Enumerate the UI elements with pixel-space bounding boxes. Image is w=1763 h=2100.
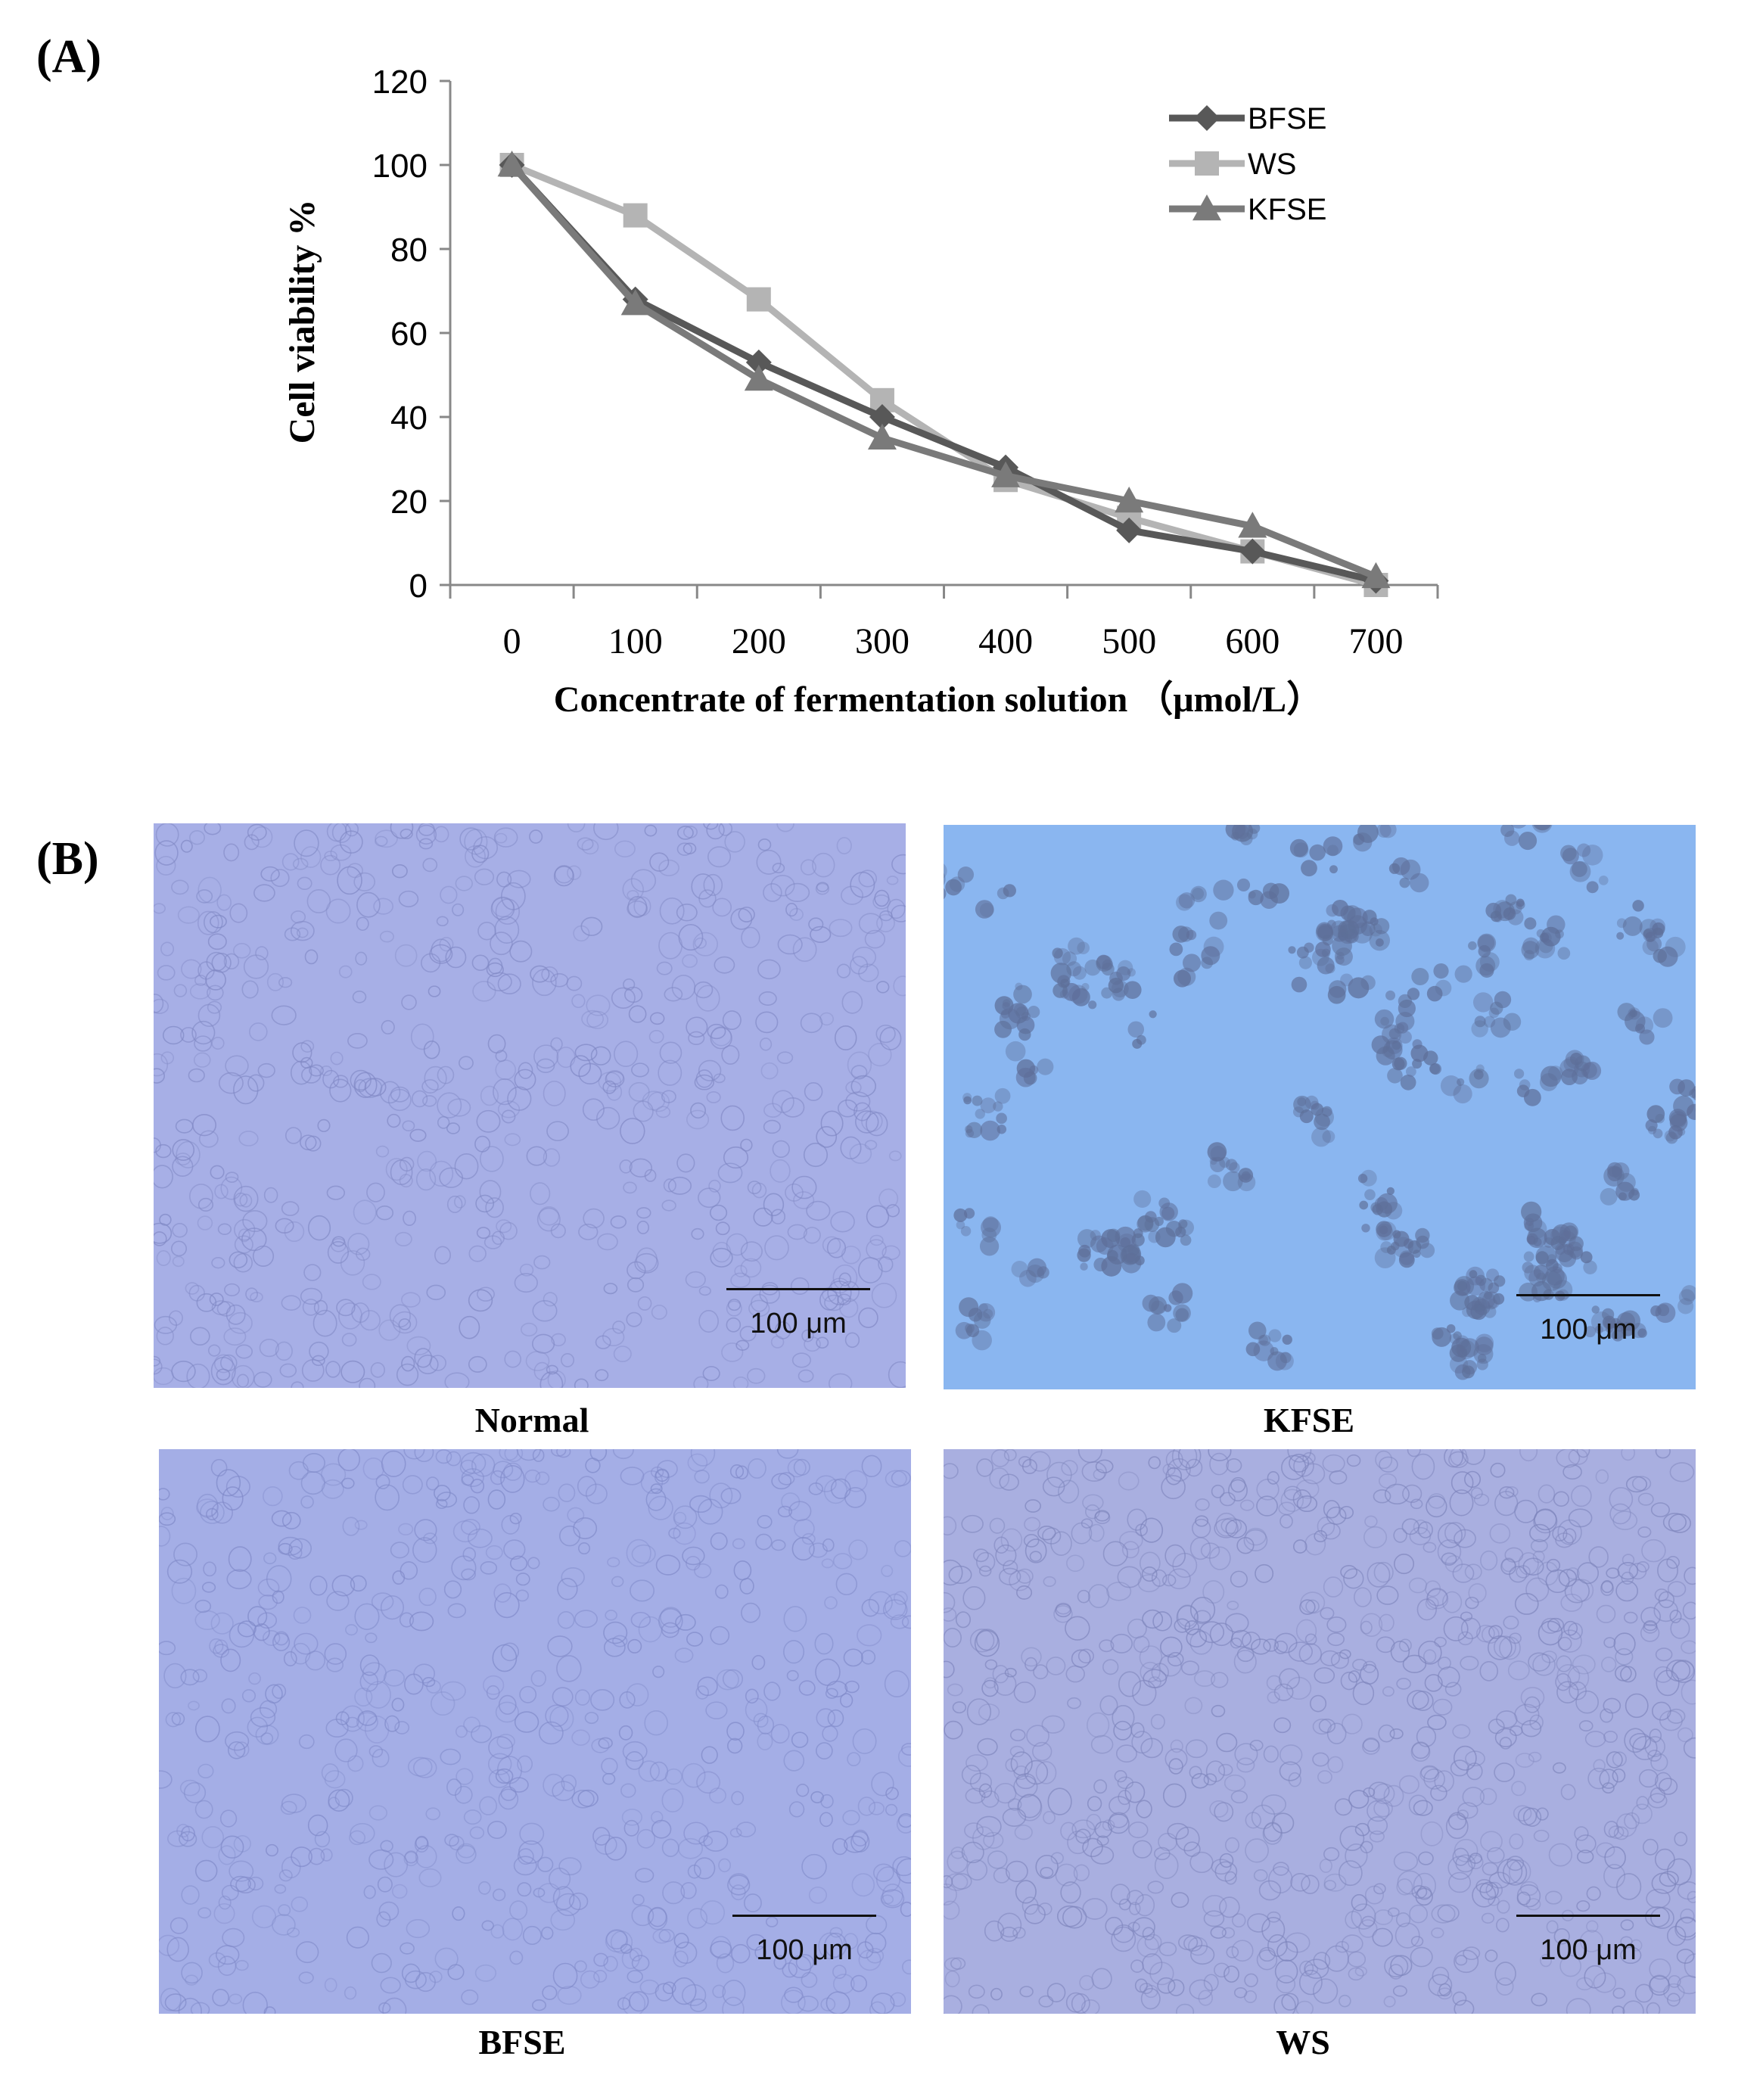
legend-label: KFSE (1248, 193, 1326, 226)
micrograph-bfse (159, 1449, 911, 2014)
micrograph-image (944, 1449, 1696, 2014)
x-tick-labels: 0 100 200 300 400 500 600 700 (503, 621, 1404, 661)
scale-bar (1516, 1294, 1660, 1296)
micrograph-normal (154, 823, 906, 1388)
data-point (869, 404, 895, 430)
chart-axes (440, 79, 1439, 599)
data-point (1116, 517, 1143, 543)
micrograph-image (944, 825, 1696, 1389)
series-kfse (497, 151, 1391, 589)
legend-entry-ws: WS (1169, 148, 1296, 181)
caption-bfse: BFSE (478, 2023, 566, 2061)
cell-viability-line-chart: 0 20 40 60 80 100 120 0 100 200 300 400 500 600 700 B… (282, 64, 1439, 720)
data-point (1115, 487, 1144, 513)
data-point (991, 461, 1021, 487)
y-axis-label: Cell viability % (282, 200, 322, 444)
chart-legend: BFSE WS KFSE (1169, 102, 1326, 226)
data-point (746, 287, 771, 312)
legend-label: WS (1248, 148, 1296, 181)
data-point (1239, 538, 1266, 565)
micrograph-background (154, 823, 906, 1388)
y-tick-label: 60 (390, 316, 428, 353)
caption-ws: WS (1276, 2023, 1330, 2061)
scale-bar-label: 100 μm (1540, 1934, 1637, 1966)
micrograph-image (159, 1449, 911, 2014)
data-point (623, 203, 648, 228)
y-tick-label: 100 (372, 148, 428, 185)
scale-bar-label: 100 μm (1540, 1314, 1637, 1346)
x-tick-label: 100 (608, 621, 663, 661)
data-point (744, 365, 773, 391)
panel-b-label: (B) (36, 833, 99, 885)
scale-bar (1516, 1915, 1660, 1917)
legend-label: BFSE (1248, 102, 1326, 135)
cell-texture (154, 823, 906, 1388)
chart-series (497, 151, 1391, 597)
cell-texture (159, 1449, 911, 2014)
y-tick-label: 120 (372, 64, 428, 101)
data-point (745, 349, 772, 375)
legend-marker (1195, 151, 1219, 176)
x-axis-label: Concentrate of fermentation solution （μm… (554, 680, 1323, 720)
y-tick-label: 80 (390, 232, 428, 269)
data-point (1361, 562, 1391, 589)
x-tick-label: 500 (1102, 621, 1156, 661)
series-line (509, 163, 1378, 580)
x-tick-label: 200 (732, 621, 786, 661)
panel-a-label: (A) (36, 31, 102, 82)
scale-bar-label: 100 μm (750, 1308, 847, 1339)
x-tick-label: 600 (1225, 621, 1279, 661)
series-line (509, 162, 1377, 584)
caption-normal: Normal (474, 1401, 589, 1439)
y-tick-label: 20 (390, 484, 428, 521)
legend-entry-kfse: KFSE (1169, 193, 1326, 226)
caption-kfse: KFSE (1263, 1401, 1355, 1439)
micrograph-image (154, 823, 906, 1388)
cell-texture (944, 825, 1696, 1380)
x-tick-label: 400 (978, 621, 1033, 661)
data-point (1238, 512, 1267, 538)
legend-marker (1194, 105, 1220, 131)
x-tick-label: 700 (1348, 621, 1403, 661)
cell-texture (944, 1449, 1696, 2014)
micrograph-kfse (944, 825, 1696, 1389)
scale-bar-label: 100 μm (756, 1934, 853, 1966)
scale-bar (726, 1288, 870, 1290)
x-tick-label: 0 (503, 621, 521, 661)
y-tick-label: 0 (409, 568, 428, 605)
micrograph-ws (944, 1449, 1696, 2014)
data-point (867, 423, 897, 450)
x-tick-label: 300 (855, 621, 909, 661)
legend-entry-bfse: BFSE (1169, 102, 1326, 135)
data-point (620, 289, 650, 316)
data-point (497, 151, 527, 177)
legend-marker (1192, 194, 1221, 221)
y-tick-labels: 0 20 40 60 80 100 120 (372, 64, 428, 605)
micrograph-background (159, 1449, 911, 2014)
scale-bar (732, 1915, 876, 1917)
y-tick-label: 40 (390, 400, 428, 437)
